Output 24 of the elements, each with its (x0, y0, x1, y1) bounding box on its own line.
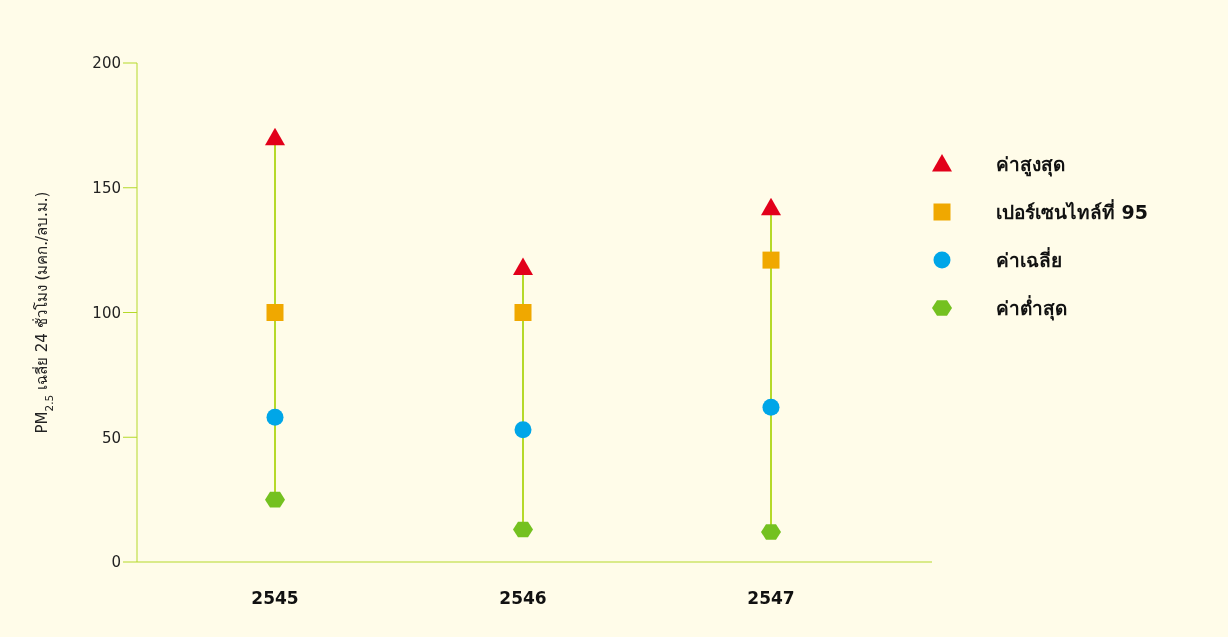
point (513, 257, 533, 276)
y-tick-label: 50 (101, 428, 121, 447)
point (762, 251, 780, 269)
x-tick-label: 2546 (499, 588, 547, 609)
legend-label: เปอร์เซนไทล์ที่ 95 (996, 198, 1149, 225)
point (514, 421, 532, 439)
point (265, 491, 285, 508)
point (266, 408, 284, 426)
point (762, 398, 780, 416)
point (265, 127, 285, 146)
point (761, 197, 781, 216)
y-tick-label: 200 (92, 54, 121, 73)
point (513, 521, 533, 538)
point (266, 304, 284, 321)
x-tick-label: 2545 (251, 588, 299, 609)
legend-label: ค่าต่ำสุด (996, 294, 1067, 323)
y-tick-label: 100 (92, 303, 121, 322)
point (514, 304, 532, 321)
legend-label: ค่าเฉลี่ย (996, 246, 1062, 273)
point (761, 524, 781, 540)
x-tick-label: 2547 (747, 588, 795, 609)
legend-label: ค่าสูงสุด (996, 152, 1065, 179)
y-tick-label: 0 (111, 553, 121, 572)
y-tick-label: 150 (92, 179, 121, 198)
